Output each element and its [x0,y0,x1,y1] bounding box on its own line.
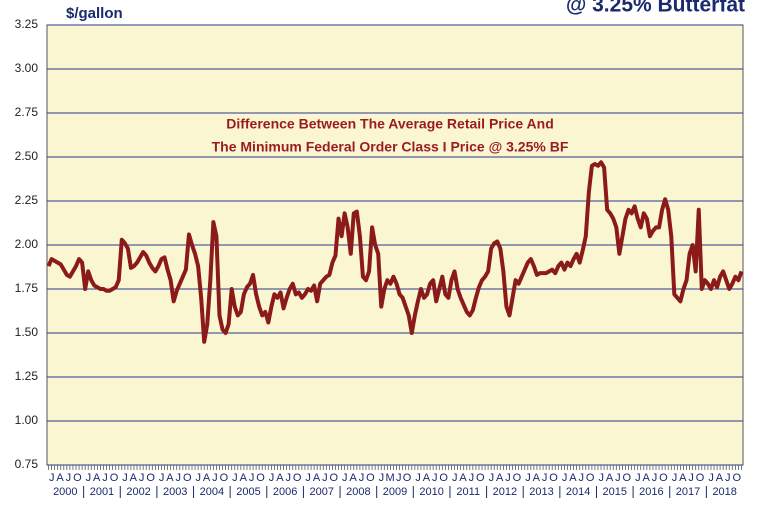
x-quarter-labels: JAJO [269,472,302,484]
x-tick-label: 2000 [53,486,77,498]
annotation: Difference Between The Average Retail Pr… [226,116,554,132]
x-quarter-labels: JAJO [672,472,705,484]
x-tick-label: 2013 [529,486,553,498]
x-quarter-labels: JMJO [379,472,412,484]
y-tick-label: 3.00 [15,61,39,75]
y-tick-label: 0.75 [15,457,39,471]
x-tick-label: 2005 [236,486,260,498]
y-axis-label: $/gallon [66,5,123,22]
y-tick-label: 1.75 [15,281,39,295]
x-quarter-labels: JAJO [562,472,595,484]
x-quarter-labels: JAJO [232,472,265,484]
x-quarter-labels: JAJO [159,472,192,484]
x-tick-label: 2001 [90,486,114,498]
x-quarter-labels: JAJO [598,472,631,484]
y-tick-label: 2.75 [15,105,39,119]
x-quarter-labels: JAJO [305,472,338,484]
x-tick-label: 2017 [676,486,700,498]
y-tick-label: 1.25 [15,369,39,383]
x-tick-label: 2006 [273,486,297,498]
x-tick-label: 2012 [493,486,517,498]
y-tick-label: 1.50 [15,325,39,339]
x-tick-label: 2004 [200,486,224,498]
x-tick-label: 2009 [383,486,407,498]
y-tick-label: 2.25 [15,193,39,207]
y-tick-label: 3.25 [15,17,39,31]
x-tick-label: 2008 [346,486,370,498]
x-quarter-labels: JAJO [452,472,485,484]
x-tick-label: 2015 [603,486,627,498]
x-quarter-labels: JAJO [489,472,522,484]
x-tick-label: 2010 [419,486,443,498]
y-tick-label: 1.00 [15,413,39,427]
x-tick-label: 2002 [126,486,150,498]
x-tick-label: 2014 [566,486,590,498]
x-quarter-labels: JAJO [708,472,741,484]
x-tick-label: 2007 [309,486,333,498]
x-tick-label: 2018 [712,486,736,498]
x-quarter-labels: JAJO [86,472,119,484]
x-tick-label: 2003 [163,486,187,498]
x-quarter-labels: JAJO [415,472,448,484]
y-tick-label: 2.50 [15,149,39,163]
x-quarter-labels: JAJO [122,472,155,484]
x-quarter-labels: JAJO [635,472,668,484]
x-quarter-labels: JAJO [196,472,229,484]
annotation: The Minimum Federal Order Class I Price … [212,139,569,155]
line-series [46,160,744,344]
x-quarter-labels: JAJO [525,472,558,484]
chart-title: @ 3.25% Butterfat [566,0,745,17]
x-tick-label: 2016 [639,486,663,498]
x-quarter-labels: JAJO [342,472,375,484]
x-quarter-labels: JAJO [49,472,82,484]
y-tick-label: 2.00 [15,237,39,251]
x-tick-label: 2011 [456,486,480,498]
